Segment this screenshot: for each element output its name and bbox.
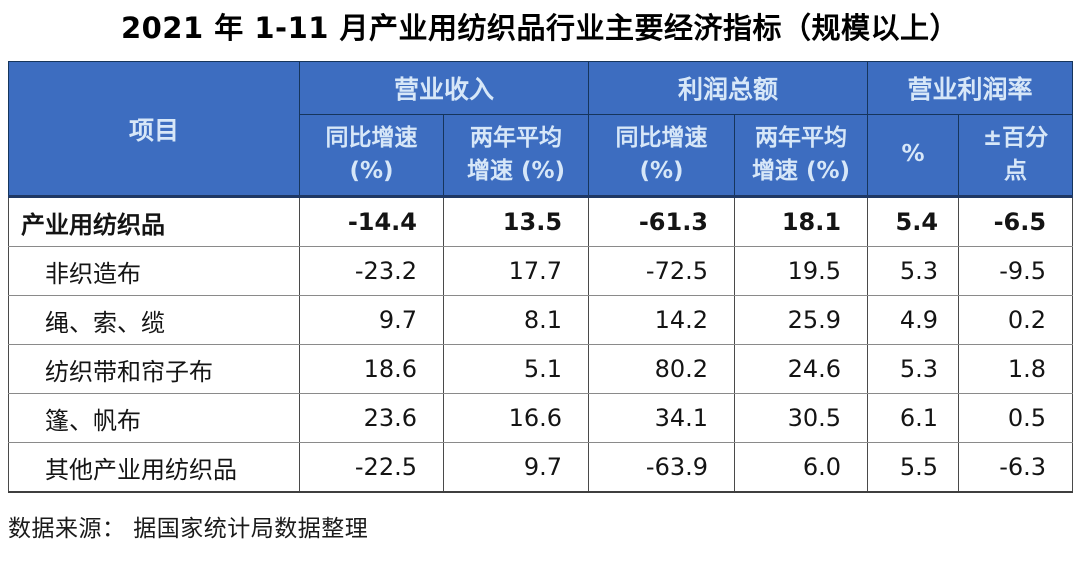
row-label: 其他产业用纺织品 <box>8 442 300 493</box>
table-row-total: 产业用纺织品 -14.4 13.5 -61.3 18.1 5.4 -6.5 <box>8 195 1074 247</box>
header-line: ±百分 <box>982 124 1049 151</box>
value-cell: 23.6 <box>299 393 444 443</box>
header-group-row: 项目 营业收入 利润总额 营业利润率 <box>8 61 1074 197</box>
value-cell: 0.2 <box>958 295 1074 345</box>
table-row: 其他产业用纺织品 -22.5 9.7 -63.9 6.0 5.5 -6.3 <box>8 442 1074 493</box>
value-cell: -61.3 <box>588 195 736 247</box>
value-cell: 0.5 <box>958 393 1074 443</box>
value-cell: 9.7 <box>299 295 444 345</box>
value-cell: 5.4 <box>867 195 960 247</box>
value-cell: 5.3 <box>867 344 960 394</box>
value-cell: 25.9 <box>734 295 869 345</box>
row-label: 纺织带和帘子布 <box>8 344 300 394</box>
value-cell: -23.2 <box>299 246 444 296</box>
header-line: 两年平均 <box>470 124 562 151</box>
value-cell: 17.7 <box>442 246 590 296</box>
page-title: 2021 年 1-11 月产业用纺织品行业主要经济指标（规模以上） <box>120 11 960 45</box>
table-row: 篷、帆布 23.6 16.6 34.1 30.5 6.1 0.5 <box>8 393 1074 443</box>
table-body: 产业用纺织品 -14.4 13.5 -61.3 18.1 5.4 -6.5 非织… <box>8 195 1074 493</box>
header-profit-yoy: 同比增速 (%) <box>588 114 736 197</box>
header-line: 点 <box>1004 158 1028 184</box>
row-label: 绳、索、缆 <box>8 295 300 345</box>
value-cell: 14.2 <box>588 295 736 345</box>
header-revenue-2yr-avg: 两年平均 增速 (%) <box>442 114 590 197</box>
header-line: 两年平均 <box>755 124 848 151</box>
value-cell: 8.1 <box>442 295 590 345</box>
header-line: % <box>901 141 925 168</box>
header-item: 项目 <box>8 61 300 197</box>
table-header: 项目 营业收入 利润总额 营业利润率 同比增速 (%) 两年平均 增速 (%) … <box>8 61 1074 197</box>
value-cell: 6.0 <box>734 442 869 493</box>
value-cell: 9.7 <box>442 442 590 493</box>
header-margin-pct: % <box>867 114 960 197</box>
indicators-table: 项目 营业收入 利润总额 营业利润率 同比增速 (%) 两年平均 增速 (%) … <box>8 61 1074 493</box>
value-cell: 18.1 <box>734 195 869 247</box>
value-cell: 1.8 <box>958 344 1074 394</box>
header-line: (%) <box>349 158 394 184</box>
table-row: 纺织带和帘子布 18.6 5.1 80.2 24.6 5.3 1.8 <box>8 344 1074 394</box>
value-cell: 4.9 <box>867 295 960 345</box>
header-margin-pp: ±百分 点 <box>958 114 1074 197</box>
value-cell: 34.1 <box>588 393 736 443</box>
value-cell: -72.5 <box>588 246 736 296</box>
value-cell: 16.6 <box>442 393 590 443</box>
header-line: 增速 (%) <box>751 158 851 184</box>
table-row: 非织造布 -23.2 17.7 -72.5 19.5 5.3 -9.5 <box>8 246 1074 296</box>
value-cell: -22.5 <box>299 442 444 493</box>
value-cell: 80.2 <box>588 344 736 394</box>
value-cell: 6.1 <box>867 393 960 443</box>
header-line: 同比增速 <box>325 124 418 151</box>
value-cell: -63.9 <box>588 442 736 493</box>
value-cell: 5.3 <box>867 246 960 296</box>
row-label: 非织造布 <box>8 246 300 296</box>
table-row: 绳、索、缆 9.7 8.1 14.2 25.9 4.9 0.2 <box>8 295 1074 345</box>
header-line: 同比增速 <box>615 124 708 151</box>
header-profit-2yr-avg: 两年平均 增速 (%) <box>734 114 869 197</box>
header-group-revenue: 营业收入 <box>298 61 590 115</box>
header-line: (%) <box>639 158 684 184</box>
value-cell: 5.1 <box>442 344 590 394</box>
value-cell: -14.4 <box>299 195 444 247</box>
header-group-profit: 利润总额 <box>588 61 869 115</box>
row-label: 产业用纺织品 <box>8 195 300 247</box>
header-sub-row: 同比增速 (%) 两年平均 增速 (%) 同比增速 (%) 两年平均 增速 (%… <box>9 114 1074 197</box>
value-cell: -6.5 <box>958 195 1074 247</box>
value-cell: 30.5 <box>734 393 869 443</box>
header-group-margin: 营业利润率 <box>867 61 1074 115</box>
value-cell: 5.5 <box>867 442 960 493</box>
header-line: 增速 (%) <box>466 158 566 184</box>
row-label: 篷、帆布 <box>8 393 300 443</box>
value-cell: -6.3 <box>958 442 1074 493</box>
value-cell: 19.5 <box>734 246 869 296</box>
value-cell: -9.5 <box>958 246 1074 296</box>
value-cell: 18.6 <box>299 344 444 394</box>
data-source-note: 数据来源： 据国家统计局数据整理 <box>8 516 369 542</box>
value-cell: 13.5 <box>442 195 590 247</box>
value-cell: 24.6 <box>734 344 869 394</box>
header-revenue-yoy: 同比增速 (%) <box>299 114 444 197</box>
